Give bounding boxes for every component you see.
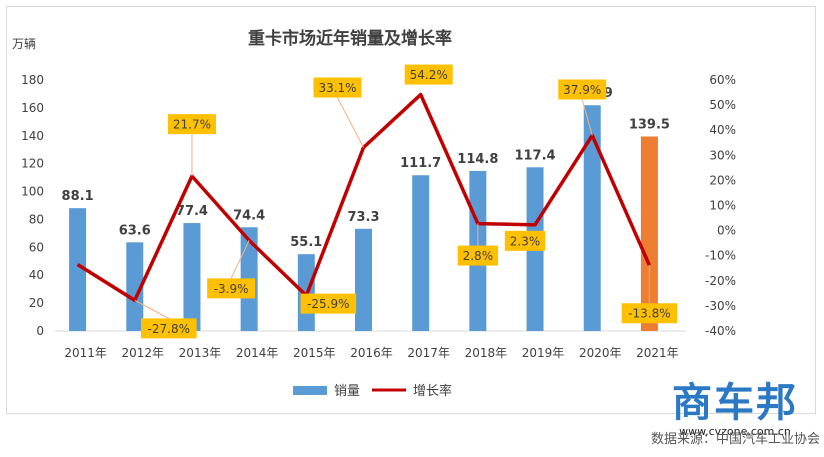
growth-label-box	[621, 303, 678, 324]
leader-line	[230, 240, 250, 279]
x-tick-label: 2012年	[121, 346, 164, 360]
x-tick-label: 2017年	[407, 346, 450, 360]
bar-value-label: 55.1	[290, 235, 322, 250]
legend-bar-swatch	[293, 386, 327, 395]
x-tick-label: 2018年	[465, 346, 508, 360]
growth-label: 2.3%	[510, 234, 541, 248]
y-tick-label: 60	[29, 240, 44, 254]
growth-label: -3.9%	[214, 282, 249, 296]
y-tick-label: 100	[21, 185, 44, 199]
y2-tick-label: 40%	[709, 123, 736, 137]
x-tick-label: 2013年	[179, 346, 222, 360]
growth-label-box	[300, 293, 357, 314]
growth-label-box	[457, 245, 499, 266]
y2-tick-label: 0%	[717, 224, 736, 238]
growth-labels: -27.8% 21.7% -3.9% -25.9% 33.1% 54.2% 2.8% 2.3%…	[140, 64, 678, 339]
y-tick-label: 120	[21, 157, 44, 171]
bar-value-label: 88.1	[62, 189, 94, 204]
x-tick-label: 2019年	[522, 346, 565, 360]
growth-label: -25.9%	[307, 297, 349, 311]
growth-label: 33.1%	[318, 81, 356, 95]
growth-label-box	[140, 318, 197, 339]
growth-label: -27.8%	[148, 322, 190, 336]
y2-tick-label: -40%	[705, 324, 736, 338]
bar-value-label: 117.4	[514, 148, 555, 163]
y2-tick-label: 30%	[709, 148, 736, 162]
growth-label: 54.2%	[410, 68, 448, 82]
growth-label-box	[207, 278, 256, 299]
growth-label: 2.8%	[463, 249, 494, 263]
bar	[412, 175, 430, 331]
x-tick-label: 2016年	[350, 346, 393, 360]
y2-tick-label: -30%	[705, 299, 736, 313]
left-axis-ticks: 0 20 40 60 80 100 120 140 160 180	[21, 73, 44, 338]
y-tick-label: 0	[36, 324, 44, 338]
x-tick-label: 2020年	[579, 346, 622, 360]
y-tick-label: 80	[29, 212, 44, 226]
bar-value-label: 77.4	[176, 204, 208, 219]
bar-value-label: 63.6	[119, 223, 151, 238]
bar-value-label: 73.3	[347, 210, 379, 225]
y2-tick-label: 10%	[709, 199, 736, 213]
growth-label: 21.7%	[173, 118, 211, 132]
bar	[583, 105, 601, 331]
x-tick-label: 2014年	[236, 346, 279, 360]
x-tick-label: 2021年	[636, 346, 679, 360]
y-tick-label: 40	[29, 268, 44, 282]
bar	[640, 136, 658, 331]
chart-title: 重卡市场近年销量及增长率	[248, 28, 452, 49]
y-tick-label: 140	[21, 129, 44, 143]
data-source-note: 数据来源：中国汽车工业协会	[650, 432, 820, 447]
legend-bar-label: 销量	[334, 384, 360, 399]
leader-line	[581, 99, 593, 136]
label-leader-lines	[134, 97, 650, 319]
bar	[183, 223, 201, 331]
bar-value-label: 139.5	[629, 117, 670, 132]
bar	[69, 208, 87, 331]
bar-labels: 88.1 63.6 77.4 74.4 55.1 73.3 111.7 114.8 117.4 1…	[62, 86, 670, 250]
bar-value-label: 111.7	[400, 156, 441, 171]
growth-label-box	[504, 230, 546, 251]
x-tick-label: 2015年	[293, 346, 336, 360]
y-tick-label: 160	[21, 101, 44, 115]
legend: 销量 增长率	[293, 383, 452, 399]
y-axis-unit: 万辆	[12, 37, 36, 51]
brand-watermark-name: 商车邦	[672, 380, 798, 426]
y2-tick-label: -10%	[705, 249, 736, 263]
y2-tick-label: 60%	[709, 73, 736, 87]
bar	[355, 228, 372, 331]
growth-label-box	[167, 114, 216, 135]
y2-tick-label: 20%	[709, 173, 736, 187]
leader-line	[337, 97, 364, 148]
brand-watermark-logo: 商车邦 www.cvzone.com.cn	[660, 379, 810, 449]
x-axis-labels: 2011年 2012年 2013年 2014年 2015年 2016年 2017年 2018年…	[64, 346, 678, 360]
leader-line	[134, 299, 170, 319]
growth-label-box	[558, 79, 607, 100]
growth-label-box	[404, 64, 453, 85]
growth-label-box	[313, 77, 362, 98]
y2-tick-label: -20%	[705, 274, 736, 288]
x-tick-label: 2011年	[64, 346, 107, 360]
bar	[126, 242, 144, 331]
y-tick-label: 20	[29, 296, 44, 310]
growth-label: 37.9%	[563, 83, 601, 97]
y-tick-label: 180	[21, 73, 44, 87]
legend-line-label: 增长率	[413, 383, 452, 399]
bar-value-label: 74.4	[233, 208, 265, 223]
y2-tick-label: 50%	[709, 98, 736, 112]
right-axis-ticks: -40% -30% -20% -10% 0% 10% 20% 30% 40% 50% 60%	[705, 73, 736, 338]
brand-watermark-url: www.cvzone.com.cn	[679, 425, 791, 438]
bar-value-label: 114.8	[457, 152, 498, 167]
growth-label: -13.8%	[628, 307, 670, 321]
